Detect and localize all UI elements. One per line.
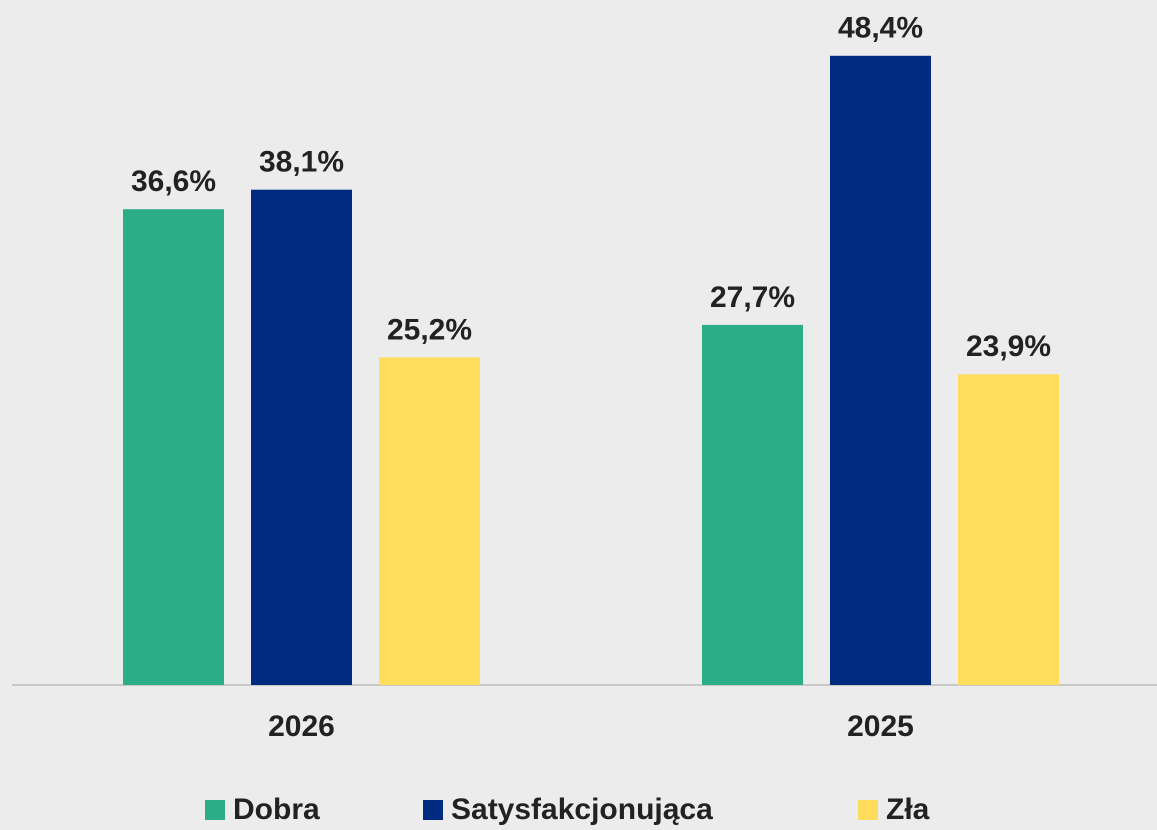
bar	[958, 374, 1059, 685]
x-tick-label: 2026	[268, 710, 335, 743]
value-label: 48,4%	[838, 12, 923, 45]
value-label: 36,6%	[131, 165, 216, 198]
legend-swatch	[423, 800, 443, 820]
value-label: 23,9%	[966, 330, 1051, 363]
value-label: 25,2%	[387, 313, 472, 346]
bar	[251, 189, 352, 685]
bar	[123, 209, 224, 685]
legend-label: Zła	[886, 793, 930, 826]
bar	[830, 55, 931, 686]
value-label: 27,7%	[710, 281, 795, 314]
value-label: 38,1%	[259, 146, 344, 179]
legend-swatch	[858, 800, 878, 820]
legend-label: Dobra	[233, 793, 320, 826]
bar	[702, 324, 803, 685]
legend-swatch	[205, 800, 225, 820]
x-tick-label: 2025	[847, 710, 914, 743]
legend-label: Satysfakcjonująca	[451, 793, 713, 826]
bar	[379, 357, 480, 685]
